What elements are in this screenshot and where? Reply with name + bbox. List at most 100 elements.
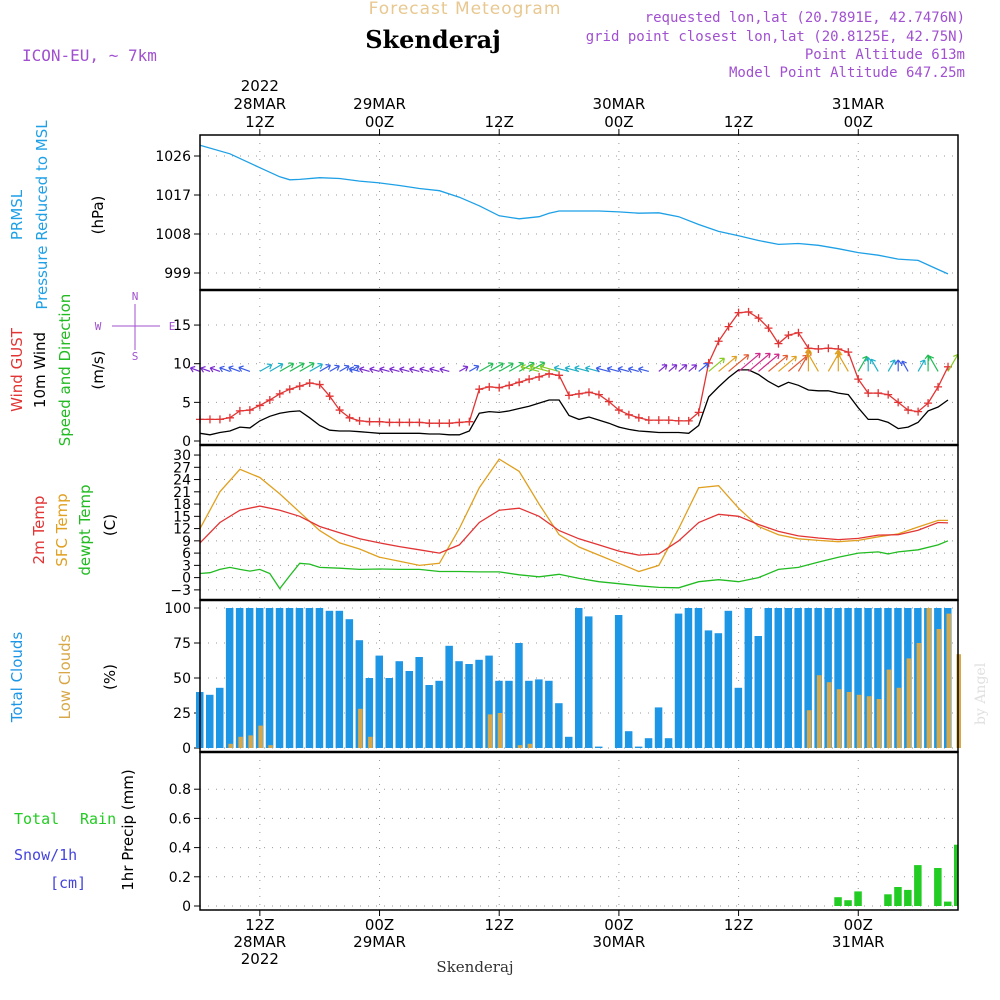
gust-marker [365, 417, 374, 426]
wind-label-c: Speed and Direction [56, 294, 74, 447]
total-cloud-bar [674, 613, 683, 748]
location-title: Skenderaj [365, 25, 501, 54]
top-time-label: 2022 [241, 77, 279, 95]
wind-direction-arrow [869, 358, 879, 372]
total-cloud-bar [595, 746, 603, 748]
wind-direction-arrow [389, 366, 400, 374]
wind-direction-arrow [469, 364, 480, 372]
wind-direction-arrow [279, 362, 295, 372]
gust-marker [535, 372, 544, 381]
wind-direction-arrow [369, 366, 380, 374]
total-cloud-bar [235, 608, 244, 748]
cloud-label-b: Low Clouds [56, 634, 74, 719]
wind-direction-arrow [289, 362, 305, 372]
total-cloud-bar [245, 608, 254, 748]
wind-direction-arrow [864, 356, 872, 372]
total-cloud-bar [395, 661, 403, 748]
wind-ytick-label: 0 [182, 434, 191, 450]
dewpoint-line [199, 540, 949, 590]
wind-direction-arrow [894, 359, 902, 372]
bottom-time-label: 12Z [245, 916, 274, 934]
gust-marker [265, 396, 274, 405]
gust-marker [684, 416, 693, 425]
rain-bar [884, 894, 892, 906]
gust-marker [634, 413, 643, 422]
wind-direction-arrow [887, 359, 896, 372]
low-cloud-bar [258, 725, 263, 748]
total-cloud-bar [305, 608, 314, 748]
wind-direction-arrow [189, 365, 201, 373]
temp-ytick-label: 6 [182, 546, 191, 562]
total-cloud-bar [684, 608, 693, 748]
wind-direction-arrow [329, 364, 340, 372]
gust-marker [455, 418, 464, 427]
wind-direction-arrow [668, 364, 678, 372]
wind-direction-arrow [778, 355, 797, 372]
total-cloud-bar [375, 655, 383, 748]
total-cloud-bar [764, 608, 772, 748]
top-time-label: 12Z [724, 113, 753, 131]
gust-marker [305, 379, 314, 388]
total-cloud-bar [754, 636, 762, 748]
temp-ytick-label: 24 [173, 473, 191, 489]
low-cloud-bar [846, 692, 852, 748]
temp-ytick-label: 12 [173, 522, 191, 538]
total-cloud-bar [774, 608, 782, 748]
total-cloud-bar [255, 608, 264, 748]
gust-marker [724, 322, 733, 331]
gust-marker [604, 397, 613, 406]
wind-direction-arrow [553, 365, 570, 372]
pressure-ytick-label: 999 [164, 266, 191, 282]
top-time-label: 00Z [365, 113, 394, 131]
gust-marker [584, 388, 593, 397]
total-cloud-bar [455, 661, 463, 748]
low-cloud-bar [876, 699, 882, 748]
gust-marker [435, 419, 444, 428]
low-cloud-bar [936, 629, 942, 748]
gust-marker [575, 389, 583, 398]
total-cloud-bar [265, 608, 274, 748]
wind-direction-arrow [574, 365, 590, 372]
temp-ytick-label: 3 [182, 558, 191, 574]
total-cloud-bar [425, 685, 433, 748]
pressure-line [199, 144, 949, 275]
gust-marker [844, 348, 853, 357]
wind-direction-arrow [748, 352, 771, 372]
temp-label-b: SFC Temp [53, 493, 71, 566]
pressure-ytick-label: 1026 [155, 149, 191, 165]
wind-direction-arrow [319, 364, 331, 372]
total-cloud-bar [614, 615, 623, 748]
gust-marker [325, 392, 334, 401]
temp-ytick-label: 18 [173, 497, 191, 513]
total-cloud-bar [216, 687, 224, 748]
gust-line [200, 311, 949, 424]
gust-marker [415, 418, 424, 427]
pressure-ytick-label: 1017 [155, 188, 191, 204]
low-cloud-bar [826, 682, 832, 748]
low-cloud-bar [816, 675, 822, 748]
wind-label-a: Wind GUST [8, 327, 26, 412]
wind-direction-arrow [529, 363, 550, 372]
wind-ytick-label: 5 [182, 395, 191, 411]
temp-ytick-label: −3 [170, 583, 191, 599]
bottom-time-label: 00Z [844, 916, 873, 934]
wind-direction-arrow [836, 352, 849, 372]
wind-direction-arrow [309, 362, 323, 372]
total-cloud-bar [854, 608, 862, 748]
gust-marker [764, 324, 773, 333]
clouds-ytick-label: 50 [173, 671, 191, 687]
wind-labels: Wind GUST 10m Wind Speed and Direction (… [8, 290, 175, 446]
pressure-labels: PRMSL Pressure Reduced to MSL (hPa) [8, 120, 107, 310]
wind-direction-arrow [928, 355, 939, 372]
precip-ytick-label: 0.2 [169, 870, 191, 886]
compass-n: N [132, 290, 139, 303]
gust-marker [335, 406, 344, 415]
low-cloud-bar [856, 694, 862, 748]
wind-direction-arrow [228, 365, 241, 372]
total-cloud-bar [206, 694, 214, 748]
low-cloud-bar [866, 696, 872, 748]
wind-direction-arrow [459, 365, 469, 372]
cloud-unit: (%) [101, 664, 119, 690]
clouds-ytick-label: 75 [173, 636, 191, 652]
